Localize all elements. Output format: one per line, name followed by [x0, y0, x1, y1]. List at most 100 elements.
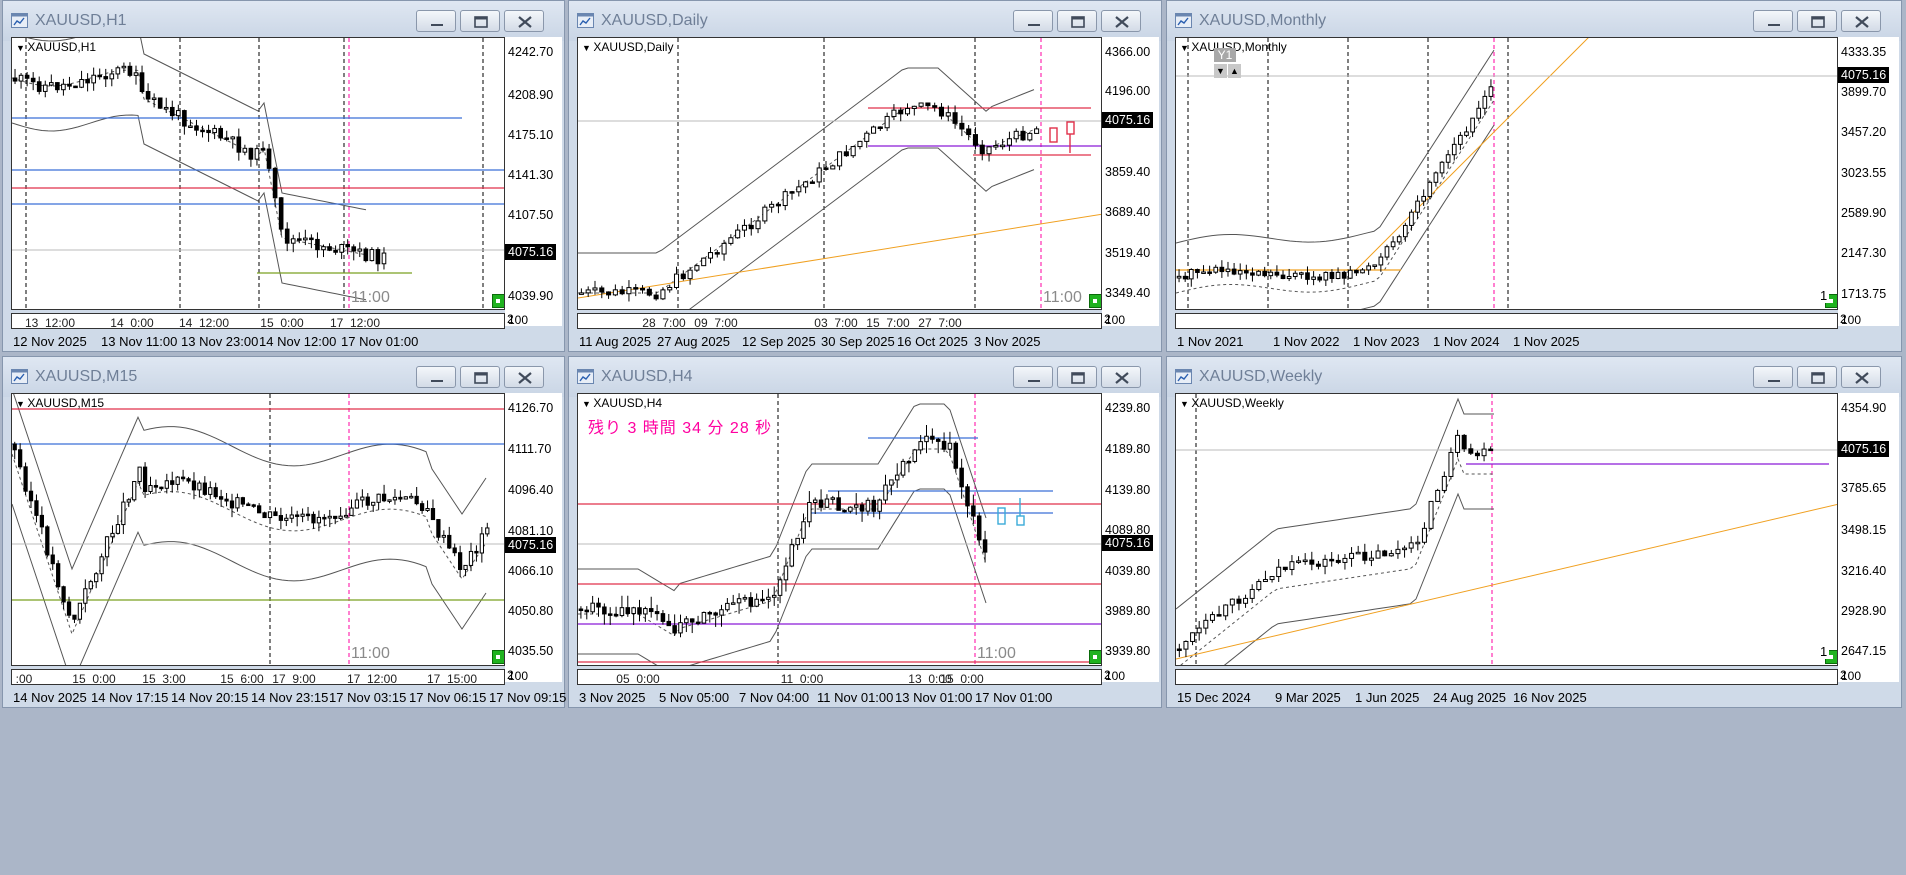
- session-time-tick: 17_12:00: [346, 672, 398, 685]
- maximize-button[interactable]: [1797, 366, 1837, 388]
- price-tick: 4081.10: [508, 524, 554, 538]
- price-tick: 4366.00: [1105, 45, 1151, 59]
- time-axis-label: 1 Nov 2023: [1353, 334, 1420, 349]
- time-axis: 3 Nov 2025 5 Nov 05:00 7 Nov 04:00 11 Nov 0…: [577, 690, 1159, 706]
- scroll-down-icon[interactable]: ▼: [1214, 64, 1227, 78]
- time-watermark: 11:00: [977, 645, 1016, 662]
- session-time-tick: 15_3:00: [142, 672, 186, 685]
- time-scrollbar[interactable]: 05_0:00 11_0:00 13_0:00 15_0:00: [577, 669, 1102, 685]
- period-badge[interactable]: Y1: [1214, 48, 1236, 62]
- time-axis-label: 1 Nov 2025: [1513, 334, 1580, 349]
- chart-window-icon: [1175, 369, 1192, 384]
- chart-symbol-label[interactable]: ▼ XAUUSD,Weekly: [1180, 396, 1284, 410]
- price-tick: 2147.30: [1841, 246, 1887, 260]
- window-titlebar[interactable]: XAUUSD,Daily: [569, 1, 1161, 41]
- autoscroll-indicator[interactable]: [1089, 650, 1101, 664]
- chart-window-m15[interactable]: XAUUSD,M15 ▼ XAUUSD,M15 11:00 4126.70 4111.7…: [2, 356, 566, 708]
- price-tick: 4189.80: [1105, 442, 1151, 456]
- close-button[interactable]: [1101, 366, 1141, 388]
- minimize-button[interactable]: [416, 10, 456, 32]
- time-axis: 14 Nov 2025 14 Nov 17:15 14 Nov 20:15 14 No…: [11, 690, 566, 706]
- chart-window-daily[interactable]: XAUUSD,Daily ▼ XAUUSD,Daily 11:00 4366.00 41…: [568, 0, 1162, 352]
- time-axis: 1 Nov 2021 1 Nov 2022 1 Nov 2023 1 Nov 2024…: [1175, 334, 1899, 350]
- chart-window-monthly[interactable]: XAUUSD,Monthly ▼ XAUUSD,Monthly Y1 ▼ ▲ 4333.3…: [1166, 0, 1902, 352]
- chart-window-icon: [11, 13, 28, 28]
- minimize-button[interactable]: [1753, 366, 1793, 388]
- chart-symbol-label[interactable]: ▼ XAUUSD,M15: [16, 396, 104, 410]
- price-tick: 4066.10: [508, 564, 554, 578]
- time-axis-label: 9 Mar 2025: [1275, 690, 1341, 705]
- window-titlebar[interactable]: XAUUSD,M15: [3, 357, 564, 397]
- scroll-tick-corner: 1: [1818, 644, 1830, 659]
- session-time-tick: 11_0:00: [780, 672, 824, 685]
- time-scrollbar[interactable]: [1175, 313, 1838, 329]
- time-axis: 11 Aug 2025 27 Aug 2025 12 Sep 2025 30 Sep …: [577, 334, 1159, 350]
- autoscroll-indicator[interactable]: [492, 294, 504, 308]
- window-titlebar[interactable]: XAUUSD,H1: [3, 1, 564, 41]
- price-tick: 3023.55: [1841, 166, 1887, 180]
- window-title: XAUUSD,H4: [601, 368, 693, 385]
- minimize-button[interactable]: [1013, 10, 1053, 32]
- chart-window-weekly[interactable]: XAUUSD,Weekly ▼ XAUUSD,Weekly 4354.90 3785.…: [1166, 356, 1902, 708]
- triangle-down-icon: ▼: [582, 399, 594, 409]
- close-button[interactable]: [1841, 366, 1881, 388]
- close-button[interactable]: [504, 10, 544, 32]
- time-scrollbar[interactable]: 13_12:00 14_0:00 14_12:00 15_0:00 17_12:00: [11, 313, 505, 329]
- time-axis-label: 13 Nov 11:00: [101, 334, 178, 349]
- minimize-button[interactable]: [1753, 10, 1793, 32]
- price-tick: 3989.80: [1105, 604, 1151, 618]
- maximize-button[interactable]: [1057, 10, 1097, 32]
- chart-window-h4[interactable]: XAUUSD,H4 ▼ XAUUSD,H4 残り 3 時間 34 分 28 秒 11:…: [568, 356, 1162, 708]
- close-button[interactable]: [1101, 10, 1141, 32]
- price-chart[interactable]: ▼ XAUUSD,H1 11:00: [11, 37, 505, 310]
- close-button[interactable]: [504, 366, 544, 388]
- autoscroll-indicator[interactable]: [492, 650, 504, 664]
- autoscroll-indicator[interactable]: [1089, 294, 1101, 308]
- maximize-button[interactable]: [1797, 10, 1837, 32]
- price-chart[interactable]: ▼ XAUUSD,Monthly Y1 ▼ ▲: [1175, 37, 1838, 310]
- time-scrollbar[interactable]: [1175, 669, 1838, 685]
- scroll-corner: 2: [1840, 668, 1847, 682]
- price-tick: 4107.50: [508, 208, 554, 222]
- window-title: XAUUSD,M15: [35, 368, 138, 385]
- chart-symbol-label[interactable]: ▼ XAUUSD,H4: [582, 396, 662, 410]
- minimize-icon: [431, 24, 443, 26]
- chart-window-icon: [577, 369, 594, 384]
- scroll-corner: 2: [1840, 312, 1847, 326]
- close-button[interactable]: [1841, 10, 1881, 32]
- maximize-button[interactable]: [460, 366, 500, 388]
- window-titlebar[interactable]: XAUUSD,Monthly: [1167, 1, 1901, 41]
- chart-window-h1[interactable]: XAUUSD,H1 ▼ XAUUSD,H1 11:00 4242.70 4208.90 4…: [2, 0, 565, 352]
- chart-symbol-label[interactable]: ▼ XAUUSD,Daily: [582, 40, 673, 54]
- triangle-down-icon: ▼: [16, 399, 28, 409]
- window-titlebar[interactable]: XAUUSD,H4: [569, 357, 1161, 397]
- minimize-button[interactable]: [416, 366, 456, 388]
- triangle-down-icon: ▼: [16, 43, 28, 53]
- scroll-tick-corner: 1: [1818, 288, 1830, 303]
- time-scrollbar[interactable]: :00 15_0:00 15_3:00 15_6:00 17_9:00 17_12:00 1…: [11, 669, 505, 685]
- time-axis-label: 12 Nov 2025: [13, 334, 87, 349]
- bar-countdown: 残り 3 時間 34 分 28 秒: [588, 420, 773, 437]
- time-scrollbar[interactable]: 28_7:00 09_7:00 03_7:00 15_7:00 27_7:00: [577, 313, 1102, 329]
- price-chart[interactable]: ▼ XAUUSD,H4 残り 3 時間 34 分 28 秒 11:00: [577, 393, 1102, 666]
- session-time-tick: 15_7:00: [866, 316, 910, 329]
- scroll-up-icon[interactable]: ▲: [1228, 64, 1241, 78]
- minimize-icon: [1028, 24, 1040, 26]
- price-chart[interactable]: ▼ XAUUSD,M15 11:00: [11, 393, 505, 666]
- price-tick: 4111.70: [508, 442, 552, 456]
- window-titlebar[interactable]: XAUUSD,Weekly: [1167, 357, 1901, 397]
- price-axis-corner: 100: [508, 313, 529, 327]
- time-axis-label: 16 Nov 2025: [1513, 690, 1587, 705]
- minimize-icon: [1768, 24, 1780, 26]
- price-axis: 4126.70 4111.70 4096.40 4081.10 4066.10 4050.…: [505, 393, 562, 683]
- minimize-button[interactable]: [1013, 366, 1053, 388]
- time-axis-label: 1 Nov 2024: [1433, 334, 1500, 349]
- maximize-button[interactable]: [1057, 366, 1097, 388]
- time-axis-label: 14 Nov 12:00: [259, 334, 337, 349]
- candlestick-chart: [578, 394, 1101, 665]
- chart-symbol-label[interactable]: ▼ XAUUSD,H1: [16, 40, 96, 54]
- maximize-button[interactable]: [460, 10, 500, 32]
- window-title: XAUUSD,Monthly: [1199, 12, 1327, 29]
- price-chart[interactable]: ▼ XAUUSD,Daily 11:00: [577, 37, 1102, 310]
- price-chart[interactable]: ▼ XAUUSD,Weekly: [1175, 393, 1838, 666]
